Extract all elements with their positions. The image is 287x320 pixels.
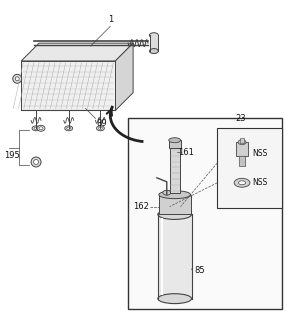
Bar [169, 140, 181, 148]
Text: NSS: NSS [252, 178, 267, 187]
Ellipse shape [150, 49, 158, 53]
Ellipse shape [234, 178, 250, 187]
Bar [21, 61, 115, 110]
Text: NSS: NSS [252, 148, 267, 157]
Ellipse shape [158, 210, 191, 220]
Text: 161: 161 [178, 148, 193, 156]
Ellipse shape [34, 159, 38, 164]
Bar [240, 138, 244, 143]
Ellipse shape [39, 127, 43, 130]
Bar [159, 195, 191, 214]
Ellipse shape [98, 127, 102, 130]
Ellipse shape [37, 125, 45, 131]
Ellipse shape [65, 126, 73, 131]
Ellipse shape [34, 127, 38, 130]
Ellipse shape [150, 33, 158, 38]
Ellipse shape [163, 190, 171, 195]
Ellipse shape [32, 126, 40, 131]
Ellipse shape [238, 181, 245, 185]
Text: 89: 89 [96, 119, 107, 128]
Ellipse shape [169, 138, 181, 143]
Polygon shape [21, 43, 133, 61]
Ellipse shape [158, 294, 191, 304]
Ellipse shape [238, 140, 246, 145]
Text: 85: 85 [195, 267, 205, 276]
Ellipse shape [15, 77, 19, 81]
Text: 162: 162 [133, 202, 149, 211]
Ellipse shape [31, 157, 41, 167]
Bar [239, 156, 245, 166]
Bar [170, 148, 180, 193]
Bar [150, 35, 158, 51]
Bar [158, 214, 191, 299]
Ellipse shape [13, 74, 22, 83]
Bar [128, 118, 282, 308]
Bar [236, 142, 248, 156]
Ellipse shape [96, 126, 104, 131]
Bar [217, 128, 282, 208]
Ellipse shape [159, 191, 191, 199]
Text: 195: 195 [4, 150, 20, 160]
Text: 23: 23 [235, 114, 246, 123]
Text: 1: 1 [108, 15, 114, 24]
Polygon shape [115, 43, 133, 110]
Ellipse shape [67, 127, 71, 130]
